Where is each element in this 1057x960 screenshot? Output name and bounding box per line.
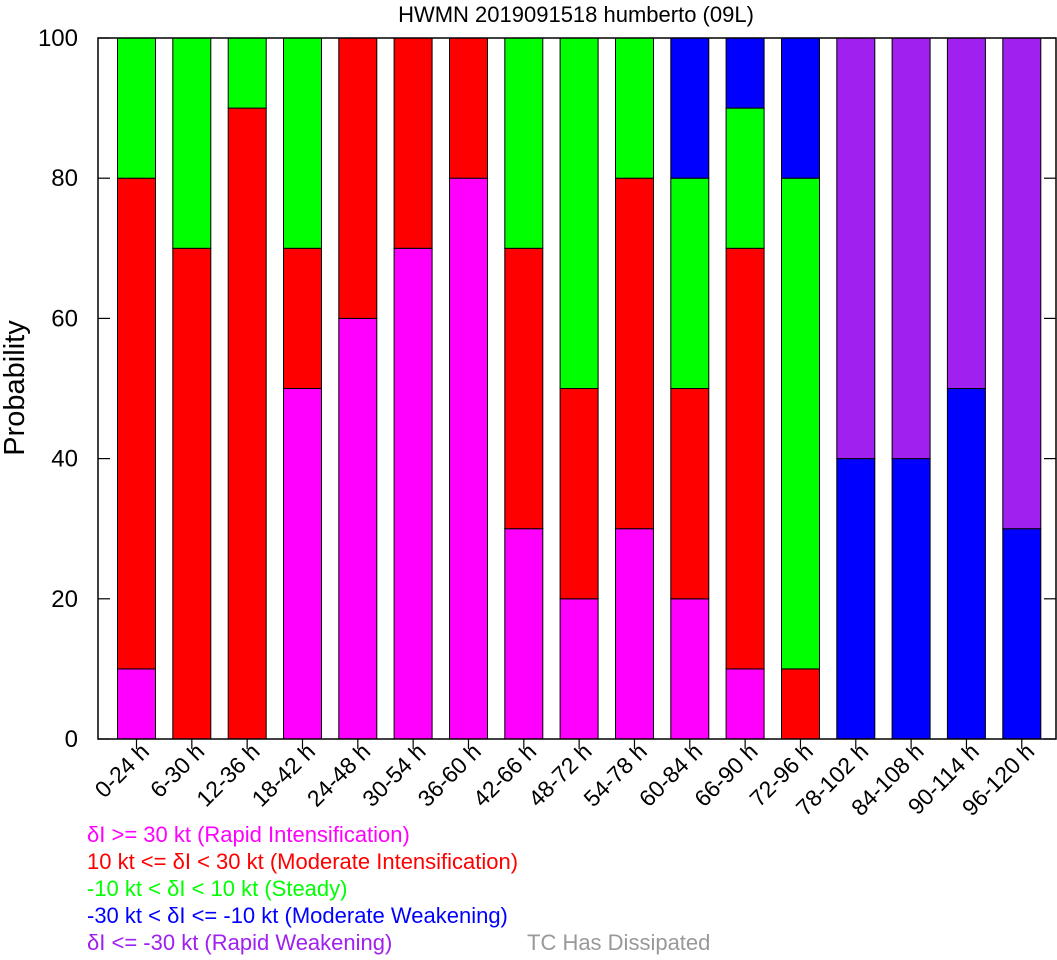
y-tick-label-0: 0 [65,726,78,753]
y-axis: 0 20 40 60 80 100 [38,25,1056,753]
bar-segment-10-2 [670,177,710,389]
bar-segment-10-0 [670,598,710,740]
legend-tc-dissipated: TC Has Dissipated [527,930,711,955]
legend-steady: -10 kt < δI < 10 kt (Steady) [87,876,348,901]
bar-segment-15-3 [946,388,986,740]
bar-segment-6-1 [449,37,488,179]
bar-segment-11-0 [725,668,765,740]
bar-segment-12-2 [781,177,820,670]
x-tick-label-0: 0-24 h [90,738,155,803]
bar-segment-11-1 [725,247,765,670]
bar-segment-6-0 [449,177,488,740]
bar-segment-5-0 [393,247,433,740]
bar-segment-12-3 [781,37,820,179]
bar-segment-5-1 [393,37,433,249]
bar-segment-11-3 [725,37,765,109]
legend-rapid-intensification: δI >= 30 kt (Rapid Intensification) [87,822,410,847]
bar-segment-9-1 [615,177,654,530]
bar-segment-15-4 [946,37,986,389]
bars-group [117,37,1042,740]
bar-segment-10-3 [670,37,710,179]
bar-segment-10-1 [670,388,710,600]
y-tick-label-60: 60 [51,305,78,332]
bar-segment-7-0 [504,528,544,740]
plot-frame [97,37,1057,740]
bar-segment-0-0 [117,668,156,740]
bar-segment-2-2 [227,37,267,109]
bar-segment-4-0 [338,317,378,740]
bar-segment-1-1 [172,247,212,740]
bar-segment-1-2 [172,37,212,249]
legend-rapid-weakening: δI <= -30 kt (Rapid Weakening) [87,930,393,955]
bar-segment-12-1 [781,668,820,740]
bar-segment-3-1 [283,247,322,389]
bar-segment-8-0 [559,598,599,740]
bar-segment-7-2 [504,37,544,249]
y-tick-label-80: 80 [51,165,78,192]
bar-segment-11-2 [725,107,765,249]
x-axis: 0-24 h6-30 h12-36 h18-42 h24-48 h30-54 h… [90,738,1040,821]
bar-segment-4-1 [338,37,378,319]
chart-title: HWMN 2019091518 humberto (09L) [398,2,754,27]
legend-moderate-weakening: -30 kt < δI <= -10 kt (Moderate Weakenin… [87,903,508,928]
bar-segment-3-0 [283,388,322,740]
y-tick-label-20: 20 [51,586,78,613]
bar-segment-13-3 [836,458,876,740]
bar-segment-0-1 [117,177,156,670]
bar-segment-8-2 [559,37,599,389]
bar-segment-2-1 [227,107,267,740]
bar-segment-16-3 [1002,528,1042,740]
y-tick-label-100: 100 [38,25,78,52]
bar-segment-0-2 [117,37,156,179]
bar-segment-14-3 [891,458,931,740]
bar-segment-9-0 [615,528,654,740]
bar-segment-16-4 [1002,37,1042,530]
y-axis-label: Probability [0,320,31,456]
bar-segment-3-2 [283,37,322,249]
legend-moderate-intensification: 10 kt <= δI < 30 kt (Moderate Intensific… [87,849,519,874]
bar-segment-9-2 [615,37,654,179]
bar-segment-7-1 [504,247,544,530]
y-tick-label-40: 40 [51,446,78,473]
bar-segment-14-4 [891,37,931,460]
bar-segment-8-1 [559,388,599,600]
bar-segment-13-4 [836,37,876,460]
